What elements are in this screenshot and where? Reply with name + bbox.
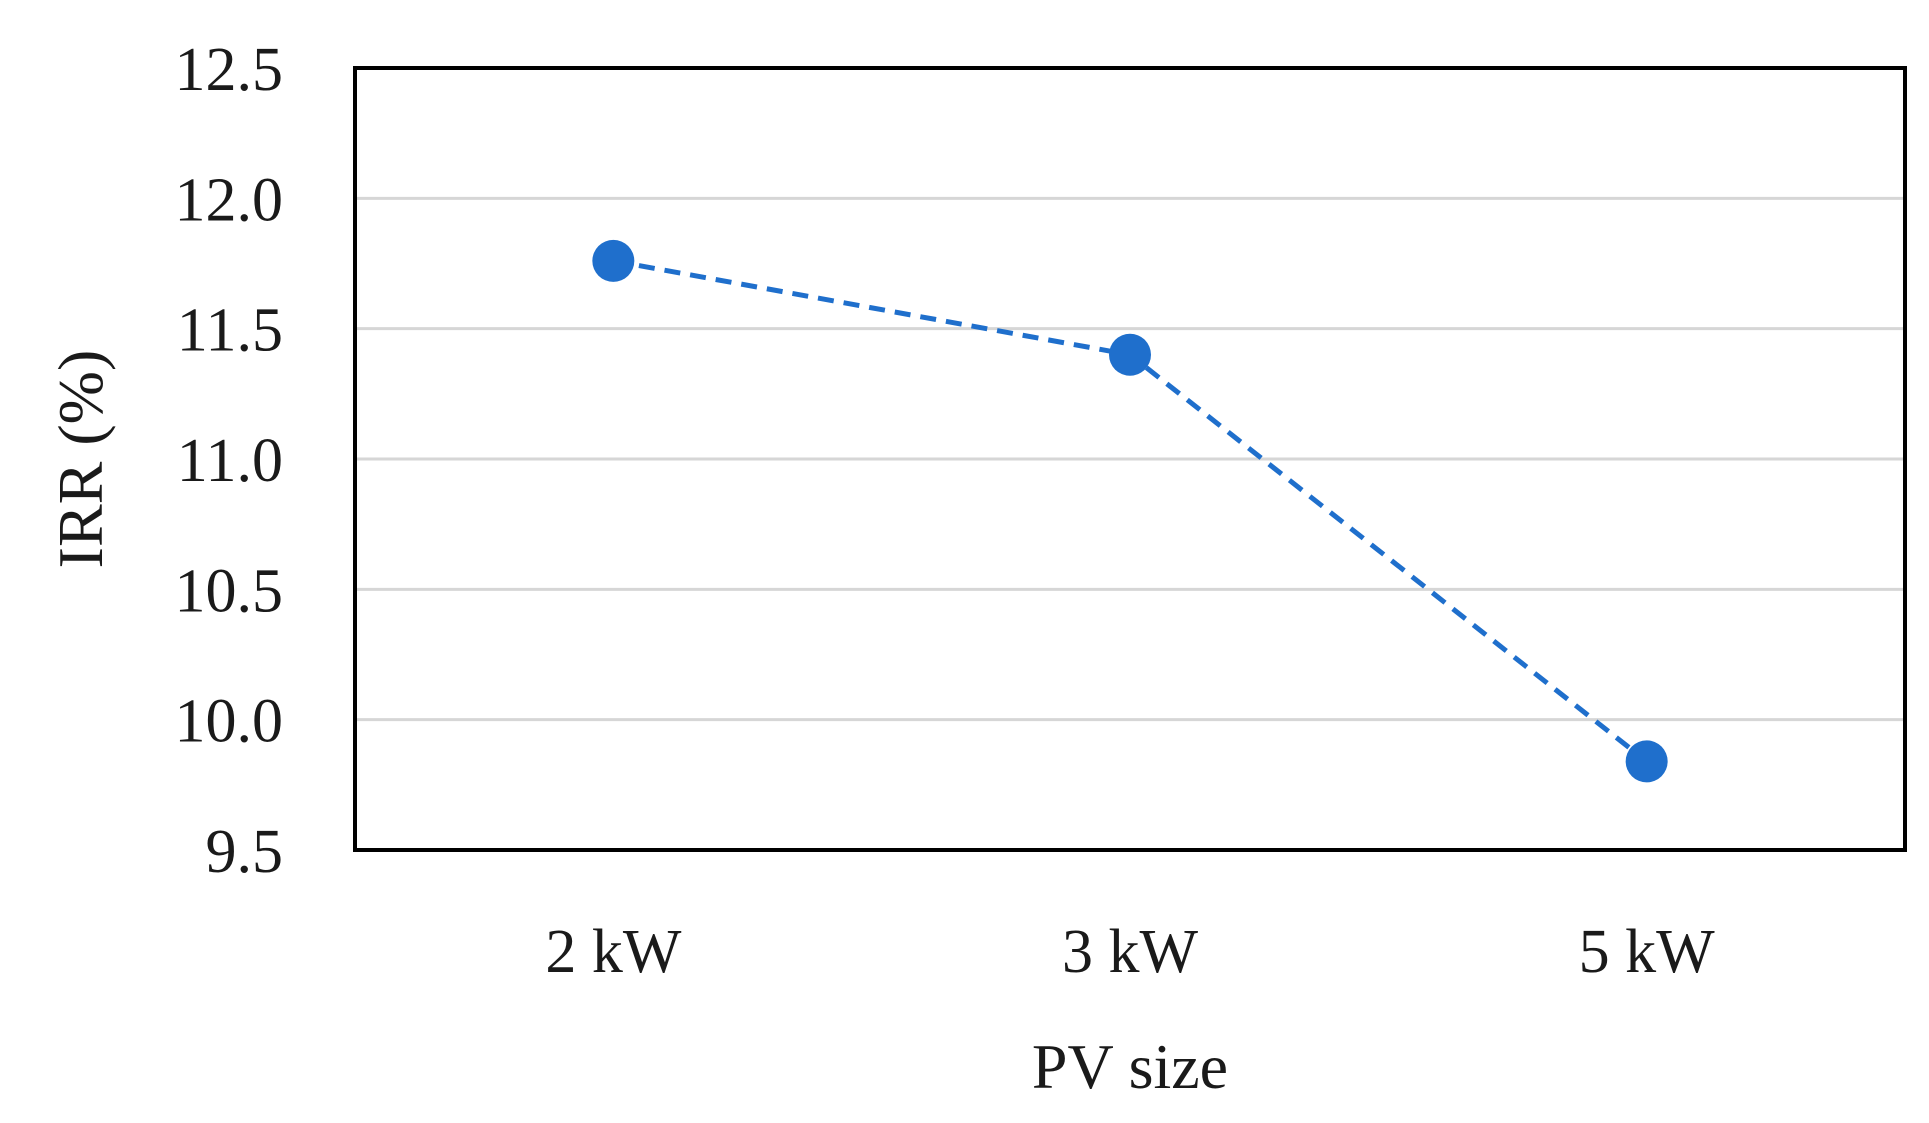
- data-point-2-kw: [592, 239, 635, 282]
- y-tick-label: 11.5: [177, 297, 283, 365]
- plot-area-frame: [353, 66, 1907, 852]
- x-tick-label: 2 kW: [545, 918, 682, 986]
- y-tick-label: 11.0: [177, 427, 283, 495]
- data-point-5-kw: [1625, 740, 1668, 783]
- x-axis-title: PV size: [1032, 1031, 1228, 1102]
- x-axis-tick-labels: 2 kW 3 kW 5 kW: [545, 918, 1715, 986]
- series-layer: [592, 239, 1668, 783]
- y-tick-label: 12.5: [175, 36, 284, 104]
- y-tick-label: 12.0: [175, 166, 284, 234]
- x-tick-label: 5 kW: [1579, 918, 1716, 986]
- y-tick-label: 10.0: [175, 688, 284, 756]
- data-point-3-kw: [1109, 333, 1151, 376]
- y-axis-tick-labels: 9.5 10.0 10.5 11.0 11.5 12.0 12.5: [175, 36, 284, 886]
- y-tick-label: 10.5: [175, 557, 284, 625]
- grid-lines: [355, 196, 1905, 722]
- x-tick-label: 3 kW: [1062, 918, 1199, 986]
- y-tick-label: 9.5: [206, 818, 284, 886]
- y-axis-title: IRR (%): [45, 350, 116, 569]
